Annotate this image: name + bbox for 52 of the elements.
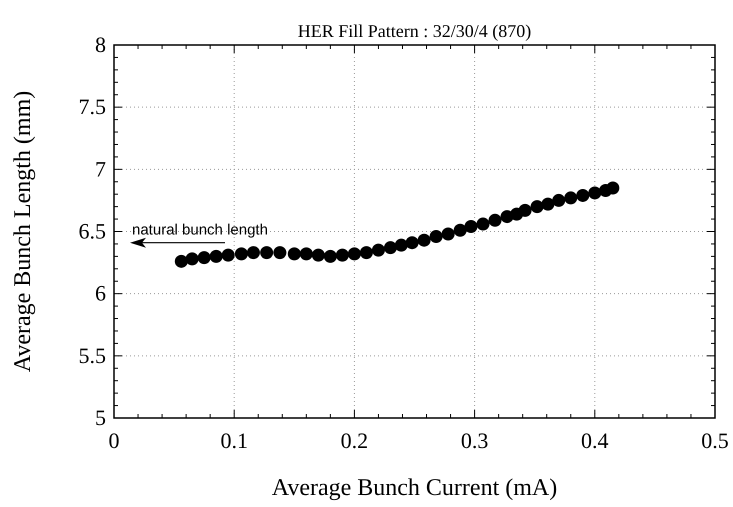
x-tick-label: 0.5 bbox=[701, 428, 729, 453]
point bbox=[606, 181, 620, 194]
y-axis-title: Average Bunch Length (mm) bbox=[10, 90, 36, 372]
point bbox=[210, 250, 223, 263]
point bbox=[300, 247, 313, 260]
x-tick-label: 0.2 bbox=[340, 428, 368, 453]
point bbox=[288, 247, 301, 260]
point bbox=[406, 236, 419, 250]
point bbox=[324, 250, 337, 263]
point bbox=[360, 246, 373, 260]
point bbox=[518, 204, 532, 217]
point bbox=[336, 248, 349, 262]
y-tick-label: 5 bbox=[95, 405, 106, 430]
point bbox=[372, 244, 385, 257]
x-tick-label: 0.1 bbox=[220, 428, 248, 453]
point bbox=[174, 254, 188, 268]
x-tick-label: 0.4 bbox=[581, 428, 609, 453]
point bbox=[588, 186, 602, 200]
y-tick-label: 7.5 bbox=[78, 94, 106, 120]
annotation: natural bunch length bbox=[132, 222, 268, 239]
y-tick-label: 8 bbox=[95, 32, 106, 57]
y-tick-label: 5.5 bbox=[78, 342, 106, 368]
point bbox=[260, 246, 274, 260]
x-tick-label: 0.3 bbox=[460, 428, 488, 453]
point bbox=[312, 248, 325, 262]
x-tick-label: 0 bbox=[108, 428, 120, 453]
point bbox=[430, 230, 443, 243]
point bbox=[384, 241, 397, 254]
point bbox=[530, 200, 544, 214]
point bbox=[186, 252, 199, 266]
x-axis-title: Average Bunch Current (mA) bbox=[272, 475, 558, 501]
point bbox=[234, 247, 248, 260]
y-tick-label: 7 bbox=[95, 156, 106, 182]
point bbox=[273, 246, 286, 260]
point bbox=[418, 234, 431, 247]
point bbox=[541, 198, 554, 211]
point bbox=[552, 194, 566, 207]
point bbox=[476, 218, 490, 231]
point bbox=[464, 220, 478, 234]
point bbox=[348, 247, 361, 260]
point bbox=[222, 248, 235, 262]
point bbox=[454, 224, 467, 237]
point bbox=[394, 238, 408, 252]
chart-title: HER Fill Pattern : 32/30/4 (870) bbox=[298, 21, 532, 41]
point bbox=[198, 251, 211, 264]
point bbox=[576, 188, 590, 202]
y-tick-label: 6 bbox=[95, 280, 106, 306]
y-tick-label: 6.5 bbox=[78, 218, 106, 244]
point bbox=[564, 191, 578, 204]
point bbox=[488, 214, 502, 227]
point bbox=[246, 246, 260, 260]
point bbox=[442, 228, 455, 240]
